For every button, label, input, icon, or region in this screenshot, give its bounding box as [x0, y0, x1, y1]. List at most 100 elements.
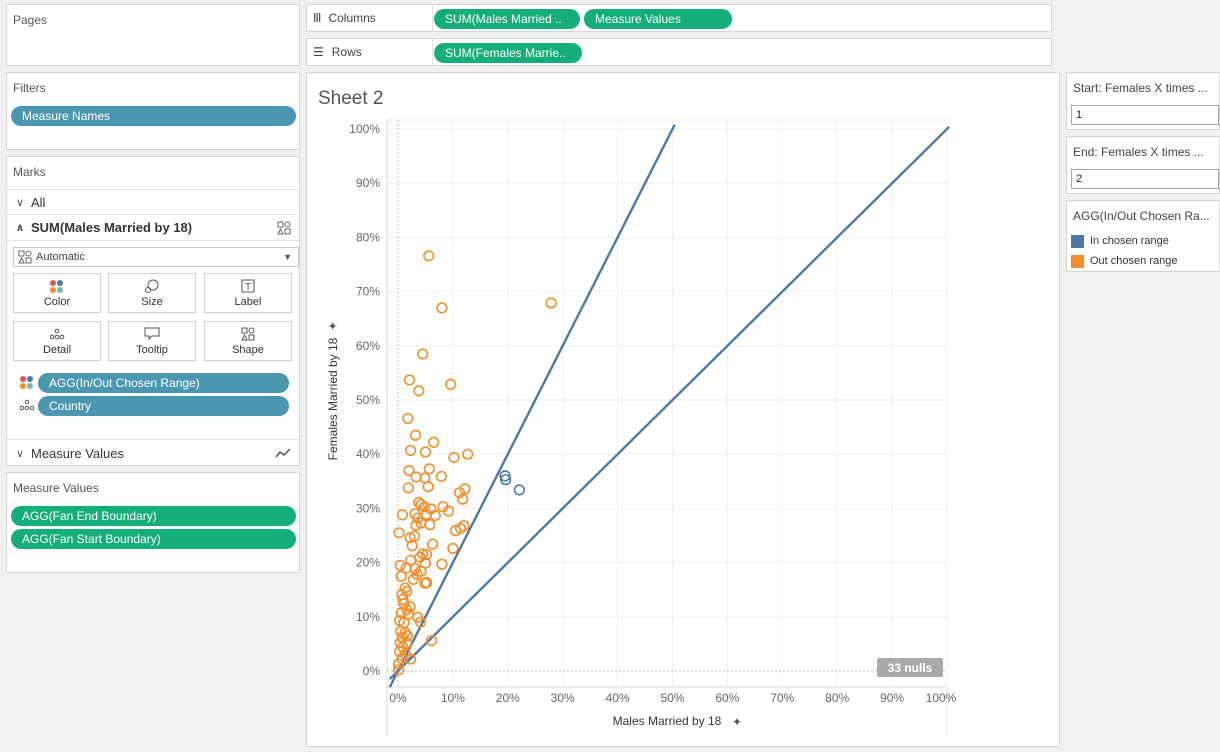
color-label: Color [43, 296, 71, 308]
scatter-point [445, 378, 457, 390]
color-encoding-icon [20, 376, 33, 389]
scatter-point [401, 630, 413, 642]
marks-measure-values-row[interactable]: ∨ Measure Values [7, 439, 299, 466]
y-tick-label: 10% [356, 610, 380, 624]
x-tick-label: 100% [926, 691, 957, 705]
y-tick-label: 70% [356, 285, 380, 299]
mark-type-dropdown[interactable]: Automatic ▼ [13, 247, 299, 267]
filters-title: Filters [13, 81, 46, 95]
scatter-point [419, 577, 431, 589]
tooltip-label: Tooltip [136, 344, 168, 356]
x-tick-label: 50% [660, 691, 684, 705]
columns-pill-measure-values[interactable]: Measure Values [584, 9, 732, 29]
filter-pill-measure-names[interactable]: Measure Names [11, 106, 296, 126]
x-tick-label: 80% [825, 691, 849, 705]
x-tick-label: 40% [606, 691, 630, 705]
line-mark-icon [275, 448, 291, 458]
chevron-down-icon: ∨ [15, 196, 25, 209]
rows-shelf-label: ☰ Rows [313, 39, 362, 65]
scatter-point [406, 540, 418, 552]
pages-title: Pages [13, 13, 48, 27]
fan-boundary-line [388, 124, 676, 688]
shape-button[interactable]: Shape [204, 321, 292, 361]
chevron-down-icon: ∨ [15, 447, 25, 460]
mark-type-value: Automatic [36, 251, 85, 263]
end-parameter-title: End: Females X times ... [1073, 145, 1204, 159]
legend-item-in-range[interactable]: In chosen range [1071, 233, 1169, 249]
scatter-point [417, 348, 429, 360]
label-button[interactable]: T Label [204, 273, 292, 313]
pages-card: Pages [6, 4, 300, 66]
sheet-view: Sheet 2 0% 10% 20% 30% 40% 50% 60% 70% 80% 90% 100… [306, 72, 1060, 747]
automatic-mark-icon [18, 250, 32, 264]
label-icon: T [241, 278, 255, 294]
measure-values-card: Measure Values AGG(Fan End Boundary) AGG… [6, 472, 300, 573]
scatter-point [436, 558, 448, 570]
scatter-point [435, 470, 447, 483]
fan-boundary-line [388, 125, 951, 680]
end-parameter-input[interactable] [1071, 169, 1219, 189]
scatter-point [397, 593, 409, 606]
scatter-chart[interactable]: 0% 10% 20% 30% 40% 50% 60% 70% 80% 90% 100% 0% 10% 20… [307, 73, 1059, 746]
x-tick-label: 0% [389, 691, 407, 705]
measure-pill-fan-start[interactable]: AGG(Fan Start Boundary) [11, 529, 296, 549]
color-button[interactable]: Color [13, 273, 101, 313]
measure-values-title: Measure Values [13, 481, 99, 495]
scatter-point [423, 250, 435, 262]
scatter-point [499, 470, 511, 482]
tooltip-button[interactable]: Tooltip [108, 321, 196, 361]
color-legend-title: AGG(In/Out Chosen Ra... [1073, 209, 1210, 223]
scatter-point [424, 519, 436, 531]
x-tick-label: 20% [496, 691, 520, 705]
x-tick-label: 90% [880, 691, 904, 705]
shelf-divider [432, 39, 433, 65]
size-label: Size [141, 296, 163, 308]
color-icon [49, 278, 65, 294]
measure-pill-fan-end[interactable]: AGG(Fan End Boundary) [11, 506, 296, 526]
nulls-badge-label: 33 nulls [888, 661, 933, 675]
color-legend-card: AGG(In/Out Chosen Ra... In chosen range … [1066, 200, 1220, 272]
marks-pill-in-out-range[interactable]: AGG(In/Out Chosen Range) [38, 373, 289, 393]
marks-measure-values-label: Measure Values [31, 445, 124, 461]
shelf-divider [432, 5, 433, 31]
y-tick-label: 50% [356, 393, 380, 407]
y-tick-label: 90% [356, 176, 380, 190]
size-button[interactable]: Size [108, 273, 196, 313]
y-tick-label: 60% [356, 339, 380, 353]
rows-label: Rows [331, 45, 362, 59]
scatter-point [447, 542, 459, 555]
y-tick-label: 20% [356, 556, 380, 570]
start-parameter-input[interactable] [1071, 105, 1219, 125]
detail-button[interactable]: Detail [13, 321, 101, 361]
scatter-point [442, 505, 455, 517]
scatter-point [403, 464, 415, 477]
scatter-point [423, 463, 435, 475]
scatter-point [394, 559, 406, 571]
marks-measure-row[interactable]: ∧ SUM(Males Married by 18) [7, 215, 299, 241]
filters-card: Filters Measure Names [6, 72, 300, 150]
marks-card: Marks ∨ All ∧ SUM(Males Married by 18) A… [6, 156, 300, 466]
legend-item-out-range[interactable]: Out chosen range [1071, 253, 1177, 269]
scatter-point [425, 635, 438, 647]
scatter-point [458, 520, 470, 532]
x-axis-title: Males Married by 18 [613, 714, 722, 728]
scatter-point [394, 645, 406, 658]
x-tick-label: 60% [715, 691, 739, 705]
scatter-point [405, 653, 417, 665]
x-tick-label: 10% [441, 691, 465, 705]
scatter-point [402, 412, 414, 425]
scatter-point [415, 499, 427, 511]
shape-label: Shape [232, 344, 264, 356]
columns-pill-males[interactable]: SUM(Males Married .. [434, 9, 580, 29]
x-tick-label: 30% [551, 691, 575, 705]
scatter-point [404, 600, 416, 613]
scatter-point [545, 297, 557, 309]
rows-pill-females[interactable]: SUM(Females Marrie.. [434, 43, 582, 63]
marks-pill-country[interactable]: Country [38, 396, 289, 416]
dropdown-arrow-icon: ▼ [283, 252, 292, 262]
y-axis-title: Females Married by 18 [326, 337, 340, 460]
columns-shelf: ⅡⅠ Columns SUM(Males Married .. Measure … [306, 4, 1052, 32]
chevron-up-icon: ∧ [15, 222, 25, 234]
tooltip-icon [144, 326, 160, 342]
marks-all-row[interactable]: ∨ All [7, 189, 299, 215]
